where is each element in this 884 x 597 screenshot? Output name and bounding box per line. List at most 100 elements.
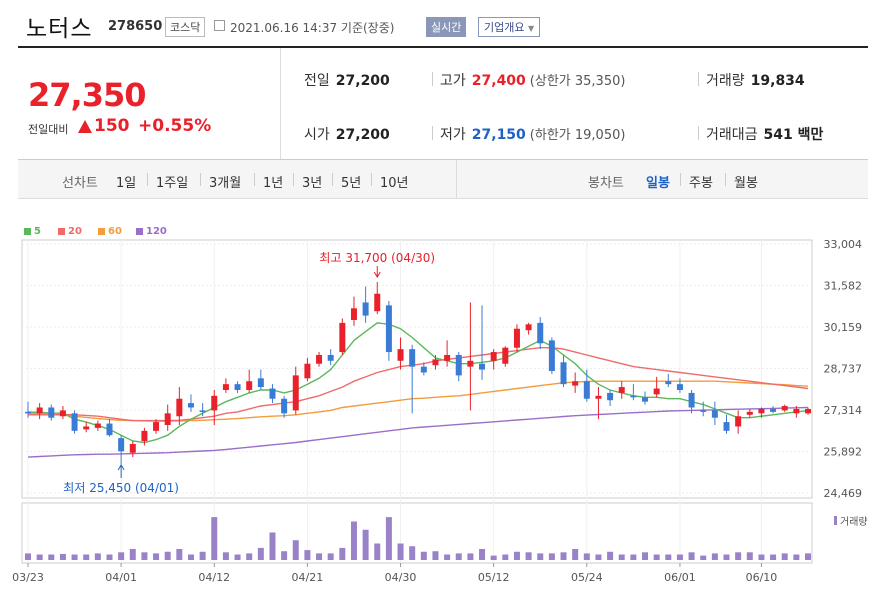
candle-body (793, 408, 800, 414)
volume-bar (805, 553, 811, 560)
y-tick-label: 27,314 (824, 404, 863, 417)
x-tick-label: 04/21 (292, 571, 324, 584)
volume-bar (269, 532, 276, 560)
candle-body (688, 392, 695, 408)
volume-bar (292, 540, 299, 560)
high-annotation: 최고 31,700 (04/30) (319, 251, 435, 265)
candle-body (420, 366, 427, 373)
candle-body (711, 410, 718, 418)
volume-bar (385, 517, 392, 560)
period-1d[interactable]: 1일 (116, 176, 137, 191)
candle-body (199, 410, 206, 412)
period-5y[interactable]: 5년 (341, 176, 362, 191)
period-10y[interactable]: 10년 (380, 176, 409, 191)
volume-bar (793, 554, 800, 560)
volume-bar (257, 547, 264, 560)
realtime-button[interactable]: 실시간 (426, 17, 467, 37)
volume-value: 19,834 (750, 73, 805, 89)
candle-body (479, 363, 486, 370)
volume-bar (420, 551, 427, 560)
y-tick-label: 33,004 (824, 238, 863, 251)
current-price: 27,350 (28, 76, 146, 114)
volume-bar (746, 552, 753, 560)
low-label: 저가 (440, 127, 466, 143)
candle-body (211, 395, 218, 411)
volume-bar (432, 551, 439, 560)
period-1y[interactable]: 1년 (263, 176, 284, 191)
candle-chart-label: 봉차트 (588, 176, 624, 191)
high-value: 27,400 (471, 73, 526, 89)
up-arrow-icon (78, 120, 92, 133)
volume-bar (234, 554, 241, 560)
period-3m[interactable]: 3개월 (209, 176, 242, 191)
lower-limit: (하한가 19,050) (529, 128, 626, 143)
candle-body (781, 406, 788, 411)
x-tick-label: 06/10 (746, 571, 778, 584)
candle-body (362, 302, 369, 316)
low-arrow-icon (117, 464, 125, 478)
candle-body (537, 322, 544, 344)
divider (332, 173, 333, 186)
candle-body (502, 347, 509, 364)
divider (680, 173, 681, 186)
company-info-label: 기업개요 (484, 21, 525, 34)
x-tick-label: 06/01 (664, 571, 696, 584)
candle-body (432, 359, 439, 366)
volume-bar (94, 553, 101, 560)
candle-body (630, 395, 637, 398)
candle-body (770, 408, 777, 412)
candle-body (187, 403, 194, 408)
candle-body (723, 422, 730, 431)
volume-legend-swatch (834, 516, 837, 525)
volume-plot-frame (21, 502, 813, 564)
candle-weekly[interactable]: 주봉 (689, 176, 713, 191)
ma5-line (27, 322, 809, 444)
volume-bar (164, 551, 171, 560)
volume-bar (770, 554, 777, 560)
volume-bar (362, 529, 369, 560)
x-tick-label: 04/30 (385, 571, 417, 584)
candle-body (758, 408, 765, 414)
candle-body (129, 443, 136, 453)
candle-body (48, 407, 55, 418)
candle-monthly[interactable]: 월봉 (734, 176, 758, 191)
volume-bar (409, 546, 416, 560)
candle-body (746, 411, 753, 415)
candle-body (234, 384, 241, 390)
candle-body (653, 388, 660, 395)
candle-body (560, 362, 567, 385)
candle-body (339, 322, 346, 353)
candle-body (222, 384, 229, 390)
company-info-dropdown[interactable]: 기업개요 ▼ (478, 17, 541, 37)
candle-body (176, 398, 183, 417)
volume-bar (106, 554, 113, 560)
stock-name: 노터스 (26, 16, 93, 42)
volume-bar (327, 553, 334, 560)
y-tick-label: 28,737 (824, 363, 863, 376)
legend-ma60-label: 60 (108, 226, 122, 237)
candle-body (676, 384, 683, 390)
volume-label: 거래량 (706, 73, 745, 89)
divider (147, 173, 148, 186)
volume-bar (83, 554, 90, 560)
period-1w[interactable]: 1주일 (156, 176, 189, 191)
divider (200, 173, 201, 186)
trade-value-label: 거래대금 (706, 127, 758, 143)
high-price: 고가 27,400 (상한가 35,350) (440, 70, 625, 90)
stock-code: 278650 (108, 19, 163, 34)
candle-body (36, 407, 43, 414)
volume-bar (583, 553, 590, 560)
volume-bar (222, 552, 229, 560)
candle-daily[interactable]: 일봉 (646, 176, 670, 191)
ma20-line (28, 347, 809, 422)
change-amount: 150 (94, 116, 130, 136)
high-arrow-icon (373, 266, 381, 278)
period-3y[interactable]: 3년 (302, 176, 323, 191)
candle-body (595, 395, 602, 399)
volume-bar (560, 552, 567, 560)
legend-ma120-label: 120 (146, 226, 167, 237)
prev-close-value: 27,200 (335, 73, 390, 89)
prev-close-label: 전일 (304, 73, 330, 89)
volume-bar (479, 549, 486, 560)
